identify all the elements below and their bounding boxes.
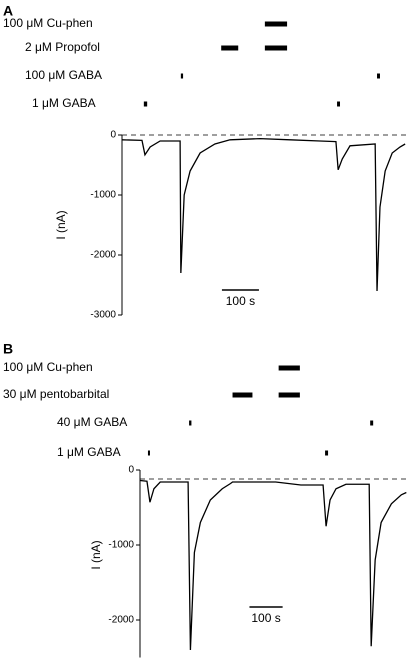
- application-bar: [189, 420, 192, 426]
- current-trace: [139, 479, 407, 651]
- application-bar: [337, 101, 341, 107]
- drug-label: 1 μM GABA: [57, 445, 121, 459]
- y-tick-label: -2000: [108, 615, 134, 626]
- application-bar: [377, 73, 380, 79]
- scale-bar-label: 100 s: [251, 611, 280, 625]
- application-bar: [278, 392, 300, 398]
- application-bar: [370, 420, 374, 426]
- drug-label: 2 μM Propofol: [25, 40, 100, 54]
- application-bar: [264, 45, 288, 51]
- drug-label: 100 μM Cu-phen: [3, 360, 93, 374]
- y-tick-label: -1000: [108, 540, 134, 551]
- y-tick-label: -1000: [90, 190, 116, 201]
- y-tick-label: 0: [128, 465, 134, 476]
- drug-label: 1 μM GABA: [32, 96, 96, 110]
- application-bar: [325, 450, 329, 456]
- drug-label: 100 μM Cu-phen: [3, 16, 93, 30]
- application-bar: [232, 392, 253, 398]
- y-axis-label: I (nA): [54, 210, 68, 239]
- application-bar: [264, 21, 288, 27]
- panel-label: A: [3, 3, 13, 19]
- panel-label: B: [3, 341, 13, 357]
- y-tick-label: -2000: [90, 250, 116, 261]
- current-trace: [121, 137, 406, 292]
- y-axis-label: I (nA): [89, 540, 103, 569]
- application-bar: [147, 450, 150, 456]
- application-bar: [221, 45, 239, 51]
- scale-bar-label: 100 s: [226, 294, 255, 308]
- application-bar: [143, 101, 148, 107]
- drug-label: 100 μM GABA: [25, 68, 102, 82]
- y-tick-label: 0: [110, 130, 116, 141]
- application-bar: [278, 365, 300, 371]
- drug-label: 40 μM GABA: [57, 415, 127, 429]
- application-bar: [180, 73, 184, 79]
- drug-label: 30 μM pentobarbital: [3, 387, 109, 401]
- y-tick-label: -3000: [90, 310, 116, 321]
